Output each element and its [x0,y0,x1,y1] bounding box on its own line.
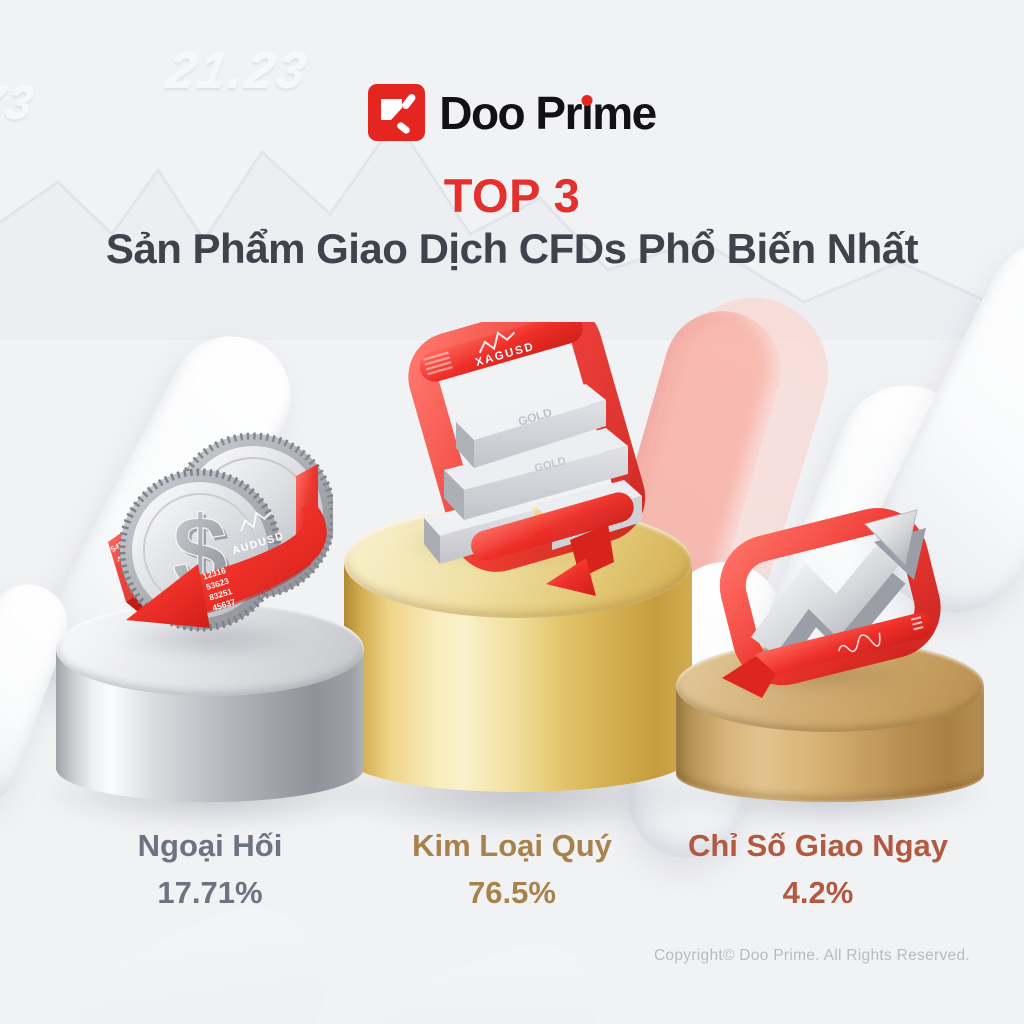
ribbon-sparkline [240,511,272,532]
product-share-index: 4.2% [782,874,854,910]
logo-dash-top [402,94,416,110]
label-precious-metals: Kim Loại Quý 76.5% [337,828,687,911]
product-share-forex: 17.71% [157,874,263,910]
brand-wordmark: Doo Prı me [439,86,657,139]
logo-flag-shape [381,99,403,120]
ribbon-arrowhead [126,564,210,628]
logo-dash-bottom [397,122,410,134]
product-name-metals: Kim Loại Quý [412,828,612,863]
page-title: Sản Phẩm Giao Dịch CFDs Phổ Biến Nhất [105,225,919,272]
product-name-index: Chỉ Số Giao Ngay [687,828,949,863]
product-name-forex: Ngoại Hối [137,828,283,863]
product-share-metals: 76.5% [468,874,556,910]
logo-i-dot [581,94,593,106]
ribbon-arrowhead [722,656,776,698]
ribbon-loop-front [751,612,933,678]
silver-bars-icon: GOLD GOLD XAGUSD [408,322,646,596]
copyright-text: Copyright© Doo Prime. All Rights Reserve… [653,947,970,964]
dollar-coins-icon: 5435 4612 1152 4236 $ $ [108,432,333,632]
label-forex: Ngoại Hối 17.71% [35,828,385,911]
doo-prime-logo-icon [368,84,426,141]
label-spot-index: Chỉ Số Giao Ngay 4.2% [643,828,993,911]
ribbon-signature-line [837,632,881,653]
ribbon-arrow-fold [546,524,614,596]
brand-logo: Doo Prı me [0,84,1024,141]
zigzag-arrow [750,509,926,673]
top3-badge: TOP 3 [443,169,581,222]
trend-arrow-icon [719,508,941,698]
ribbon-sparkline [478,331,516,354]
ribbon-band-front-top: XAGUSD [419,322,634,561]
podium-third-place-bronze [676,640,984,802]
faint-capsule-bottom-center [366,928,614,1024]
